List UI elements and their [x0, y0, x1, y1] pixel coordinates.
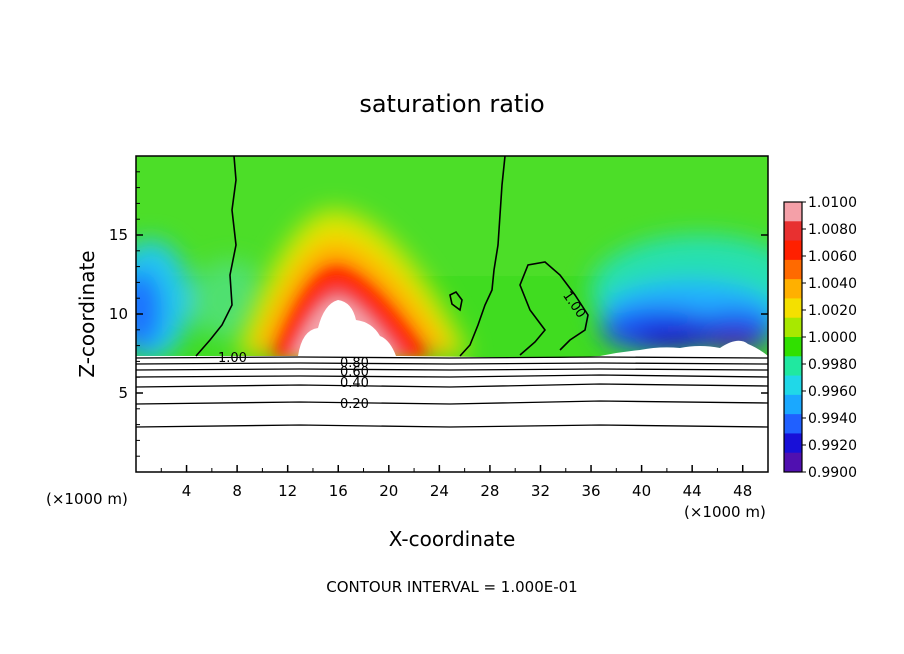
y-tick-label: 15: [109, 226, 128, 244]
colorbar-segment: [784, 240, 802, 261]
contour-label: 0.40: [340, 376, 369, 391]
colorbar-segment: [784, 202, 802, 222]
colorbar-segment: [784, 317, 802, 338]
x-tick-label: 24: [430, 482, 449, 500]
contour-label: 0.80: [340, 356, 369, 371]
colorbar-segment: [784, 356, 802, 377]
contour-interval-note: CONTOUR INTERVAL = 1.000E-01: [326, 578, 577, 596]
contour-label: 0.60: [340, 365, 369, 380]
x-tick-label: 12: [278, 482, 297, 500]
colorbar-segment: [784, 394, 802, 415]
colorbar-tick-label: 0.9960: [808, 384, 857, 400]
x-tick-label: 36: [581, 482, 600, 500]
y-unit-label: (×1000 m): [46, 490, 128, 508]
colorbar-segment: [784, 259, 802, 280]
colorbar-segment: [784, 433, 802, 454]
x-tick-label: 48: [733, 482, 752, 500]
x-tick-label: 20: [379, 482, 398, 500]
colorbar-segment: [784, 452, 802, 473]
saturation-field: [136, 156, 768, 472]
x-unit-label: (×1000 m): [684, 503, 766, 521]
x-tick-label: 8: [232, 482, 242, 500]
x-tick-label: 28: [480, 482, 499, 500]
colorbar-tick-label: 0.9980: [808, 357, 857, 373]
colorbar-tick-label: 1.0080: [808, 222, 857, 238]
colorbar-tick-label: 0.9920: [808, 438, 857, 454]
colorbar-segment: [784, 414, 802, 434]
x-axis-title: X-coordinate: [389, 527, 516, 551]
colorbar-segment: [784, 279, 802, 299]
contour-label: 0.20: [340, 397, 369, 412]
contour-label: 1.00: [218, 351, 247, 366]
colorbar-segment: [784, 221, 802, 242]
colorbar-segment: [784, 298, 802, 319]
y-tick-label: 10: [109, 305, 128, 323]
x-tick-label: 16: [329, 482, 348, 500]
colorbar-tick-label: 1.0000: [808, 330, 857, 346]
x-tick-label: 32: [531, 482, 550, 500]
colorbar-tick-label: 0.9940: [808, 411, 857, 427]
colorbar-tick-label: 1.0100: [808, 195, 857, 211]
colorbar-tick-label: 1.0060: [808, 249, 857, 265]
colorbar: 1.0100 1.0080 1.0060 1.0040 1.0020 1.0000 0.99…: [783, 195, 857, 481]
colorbar-tick-label: 1.0040: [808, 276, 857, 292]
chart-title: saturation ratio: [359, 90, 544, 118]
colorbar-segment: [784, 375, 802, 396]
colorbar-tick-label: 1.0020: [808, 303, 857, 319]
y-axis-title: Z-coordinate: [75, 250, 99, 377]
y-axis: 5 10 15: [109, 171, 768, 457]
x-axis: 4 8 12 16 20 24 28 32 36 40 44 48: [160, 465, 752, 500]
colorbar-tick-label: 0.9900: [808, 465, 857, 481]
y-tick-label: 5: [118, 384, 128, 402]
x-tick-label: 4: [182, 482, 192, 500]
colorbar-segment: [784, 337, 802, 357]
x-tick-label: 44: [683, 482, 702, 500]
x-tick-label: 40: [632, 482, 651, 500]
